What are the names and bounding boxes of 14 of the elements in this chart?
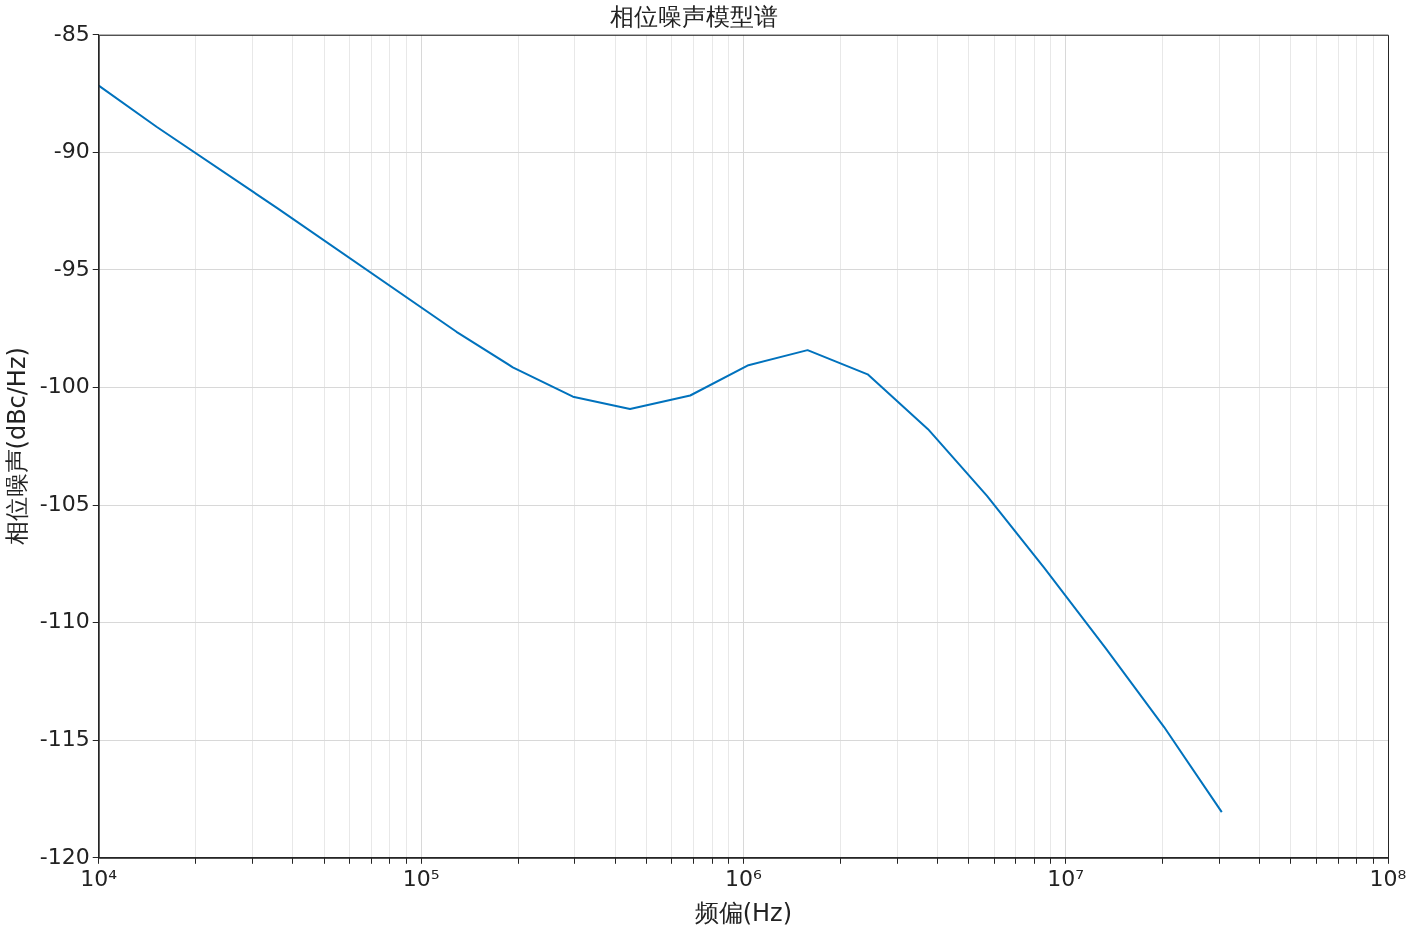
x-axis-title: 频偏(Hz) (694, 898, 793, 927)
y-tick-label: -85 (53, 20, 90, 46)
y-tick-label: -90 (53, 138, 90, 164)
y-tick-label: -95 (53, 255, 90, 281)
y-tick-label: -110 (39, 608, 90, 634)
y-axis-title: 相位噪声(dBc/Hz) (2, 347, 31, 546)
x-tick-label: 10⁵ (402, 865, 440, 891)
x-tick-label: 10⁸ (1369, 865, 1407, 891)
y-tick-label: -115 (39, 725, 90, 751)
chart-title: 相位噪声模型谱 (610, 2, 778, 31)
x-tick-label: 10⁷ (1047, 865, 1085, 891)
x-tick-label: 10⁶ (724, 865, 762, 891)
y-tick-label: -100 (39, 373, 90, 399)
y-tick-label: -105 (39, 490, 90, 516)
